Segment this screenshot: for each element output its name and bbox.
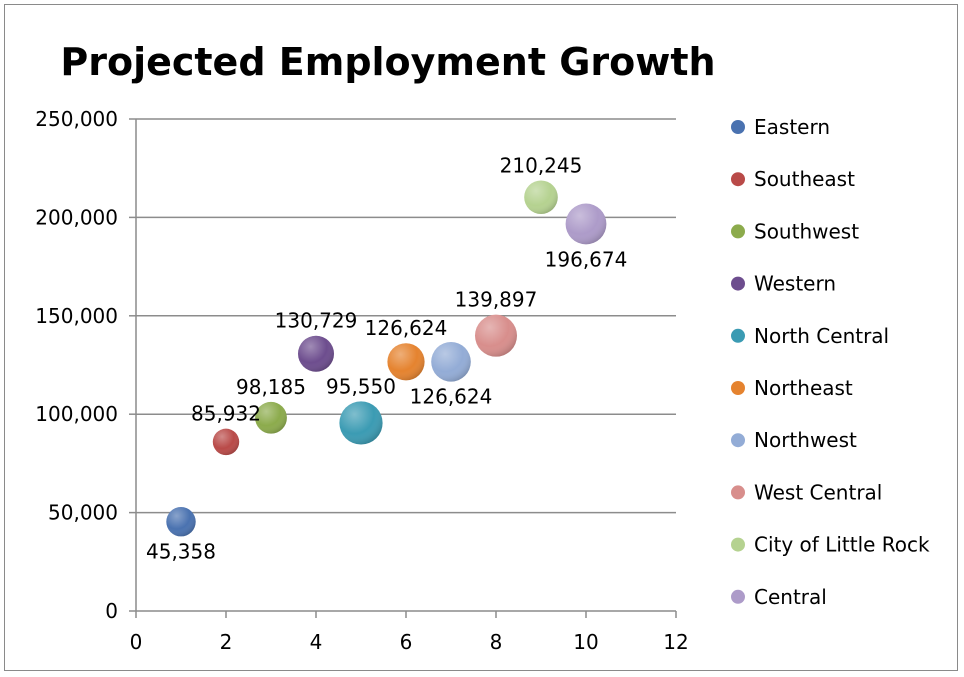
data-label: 196,674 [545, 247, 628, 271]
bubble-shade [524, 180, 558, 215]
legend: Eastern Southeast Southwest Western North Ce… [731, 115, 930, 609]
legend-label: Western [754, 272, 836, 296]
x-tick-label: 12 [663, 630, 688, 654]
axes [129, 118, 677, 618]
data-label: 126,624 [365, 316, 448, 340]
legend-marker [731, 433, 745, 448]
legend-label: Northeast [754, 376, 853, 400]
legend-label: North Central [754, 324, 889, 348]
y-tick-label: 50,000 [48, 501, 118, 525]
bubble-shade [475, 314, 517, 357]
legend-label: Southeast [754, 167, 855, 191]
y-tick-label: 0 [105, 599, 118, 623]
legend-label: Eastern [754, 115, 830, 139]
legend-label: Central [754, 585, 827, 609]
bubble-shade [255, 401, 287, 434]
chart-title: Projected Employment Growth [60, 40, 715, 84]
bubble-shade [431, 342, 471, 382]
data-label: 45,358 [146, 539, 216, 563]
bubble-shade [387, 343, 425, 381]
y-tick-label: 200,000 [35, 205, 118, 229]
legend-marker [731, 276, 745, 291]
chart-frame: Projected Employment Growth 0 50,000 100,0… [4, 4, 958, 671]
bubble-shade [166, 507, 196, 537]
x-tick-label: 2 [220, 630, 233, 654]
legend-label: West Central [754, 480, 882, 504]
y-tick-label: 150,000 [35, 304, 118, 328]
legend-marker [731, 485, 745, 500]
legend-marker [731, 120, 745, 134]
x-tick-label: 10 [573, 630, 598, 654]
data-label: 210,245 [500, 153, 583, 177]
bubble-shade [212, 428, 240, 456]
legend-label: Southwest [754, 219, 859, 243]
x-tick-label: 6 [400, 630, 413, 654]
data-label: 139,897 [455, 288, 538, 312]
legend-marker [731, 328, 745, 343]
x-tick-label: 8 [490, 630, 503, 654]
bubble-shade [565, 203, 607, 245]
legend-marker [731, 224, 745, 239]
bubble-shade [298, 335, 334, 372]
bubble-shade [339, 401, 383, 445]
legend-marker [731, 172, 745, 187]
data-labels: 45,358 85,932 98,185 130,729 95,550 126,624 12… [146, 153, 627, 563]
data-label: 130,729 [275, 309, 358, 333]
x-tick-label: 4 [310, 630, 323, 654]
legend-marker [731, 381, 745, 395]
data-label: 98,185 [236, 375, 306, 399]
x-tick-label: 0 [130, 630, 143, 654]
legend-marker [731, 537, 745, 552]
data-label: 126,624 [410, 385, 493, 409]
legend-label: City of Little Rock [754, 533, 930, 557]
legend-label: Northwest [754, 428, 857, 452]
y-tick-label: 250,000 [35, 107, 118, 131]
data-label: 85,932 [191, 402, 261, 426]
bubbles [166, 180, 607, 537]
legend-marker [731, 589, 745, 604]
y-tick-label: 100,000 [35, 402, 118, 426]
bubble-chart: Projected Employment Growth 0 50,000 100,0… [35, 40, 930, 654]
data-label: 95,550 [326, 374, 396, 398]
tick-labels: 0 50,000 100,000 150,000 200,000 250,000 0 2 4 6 8… [35, 107, 688, 654]
